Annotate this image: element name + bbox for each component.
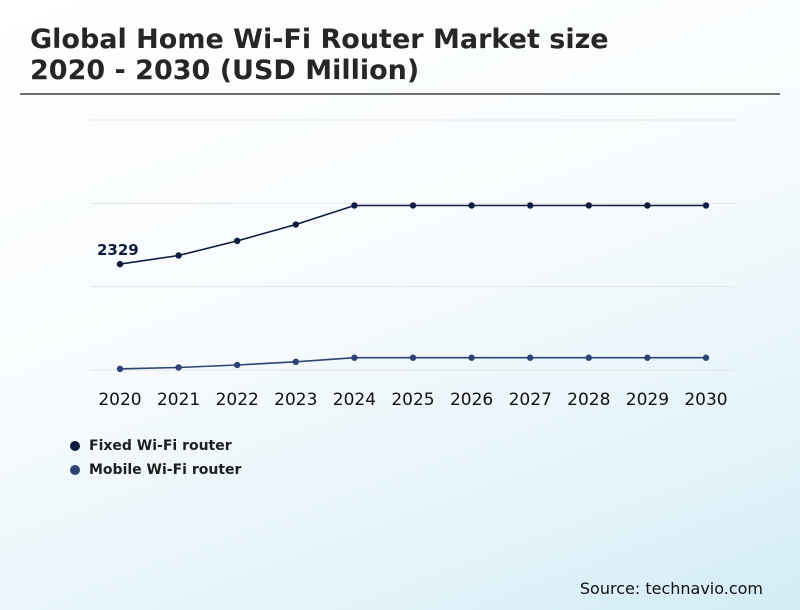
x-tick-label: 2030 — [684, 390, 727, 410]
series-1-point — [468, 202, 475, 209]
chart-legend: Fixed Wi-Fi router Mobile Wi-Fi router — [70, 434, 241, 482]
source-credit: Source: technavio.com — [579, 579, 763, 598]
series-1-point — [644, 202, 651, 209]
series-1-point — [175, 252, 182, 259]
series-1-point — [116, 260, 124, 268]
legend-label: Fixed Wi-Fi router — [89, 438, 232, 454]
x-tick-label: 2021 — [157, 390, 200, 410]
series-1-point — [292, 221, 299, 228]
legend-label: Mobile Wi-Fi router — [89, 462, 242, 478]
series-1-point — [585, 202, 592, 209]
series-2-point — [175, 364, 182, 371]
series-1-point — [702, 202, 710, 209]
legend-item: Fixed Wi-Fi router — [70, 434, 241, 458]
x-tick-label: 2023 — [274, 390, 317, 410]
series-1-point — [527, 202, 534, 209]
legend-marker — [70, 465, 80, 475]
chart-title-line-1: Global Home Wi-Fi Router Market size — [30, 24, 609, 55]
x-tick-label: 2028 — [567, 390, 610, 410]
title-divider — [20, 93, 780, 95]
legend-marker — [70, 441, 80, 451]
series-1-point — [351, 202, 358, 209]
x-tick-label: 2027 — [509, 390, 552, 410]
legend-item: Mobile Wi-Fi router — [70, 458, 241, 482]
series-1-point — [234, 237, 241, 245]
chart-title: Global Home Wi-Fi Router Market size 202… — [30, 24, 609, 86]
x-tick-label: 2020 — [98, 390, 141, 410]
series-line-1 — [119, 204, 706, 265]
x-tick-label: 2029 — [626, 390, 669, 410]
x-tick-label: 2026 — [450, 390, 493, 410]
series-2-point — [116, 365, 124, 373]
series-2-point — [351, 354, 358, 361]
chart-title-line-2: 2020 - 2030 (USD Million) — [30, 55, 420, 86]
series-2-point — [292, 358, 299, 366]
series-2-point — [468, 354, 475, 361]
series-2-point — [702, 354, 710, 361]
series-2-point — [409, 354, 417, 361]
x-tick-label: 2022 — [216, 390, 259, 410]
series-2-point — [585, 354, 592, 361]
x-tick-label: 2024 — [333, 390, 376, 410]
series-2-point — [527, 354, 534, 361]
series-2-point — [644, 354, 651, 361]
x-tick-label: 2025 — [391, 390, 434, 410]
data-label: 2329 — [97, 241, 139, 259]
series-2-point — [234, 361, 241, 369]
series-1-point — [409, 202, 417, 209]
